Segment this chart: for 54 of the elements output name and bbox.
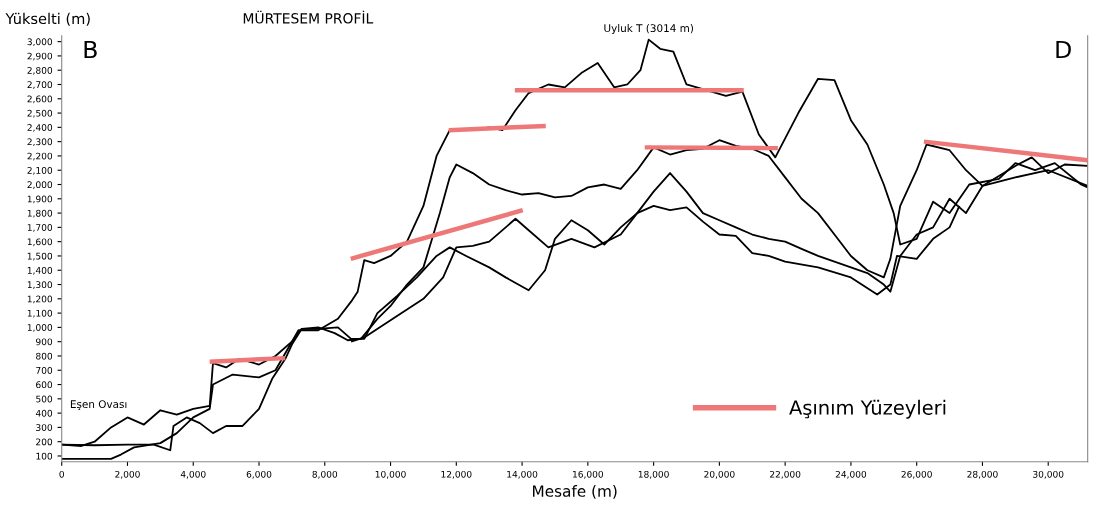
y-axis-title: Yükselti (m): [5, 12, 90, 26]
x-tick-label: 6,000: [246, 470, 272, 479]
y-tick-label: 700: [36, 366, 53, 374]
y-tick-label: 2,400: [27, 124, 53, 132]
y-tick-label: 1,300: [27, 281, 53, 290]
y-tick-label: 1,800: [27, 209, 53, 218]
y-tick-label: 2,100: [27, 166, 53, 175]
x-tick-label: 2,000: [115, 470, 140, 479]
y-tick-label: 900: [36, 338, 53, 346]
y-tick-label: 800: [36, 352, 53, 360]
x-tick-label: 20,000: [704, 470, 735, 479]
x-tick-label: 22,000: [770, 470, 801, 479]
annotation: Uyluk T (3014 m): [604, 23, 693, 35]
annotation: B: [84, 40, 97, 59]
x-tick-label: 12,000: [441, 470, 472, 479]
x-tick-label: 0: [59, 470, 64, 478]
y-tick-label: 600: [36, 381, 53, 389]
x-tick-label: 26,000: [901, 470, 932, 479]
x-tick-label: 30,000: [1033, 470, 1064, 479]
y-tick-label: 1,900: [27, 195, 53, 204]
x-tick-label: 16,000: [573, 470, 604, 479]
y-tick-label: 1,500: [27, 252, 53, 261]
y-tick-label: 1,000: [27, 324, 53, 332]
y-tick-label: 400: [35, 409, 53, 417]
x-tick-label: 14,000: [507, 470, 538, 479]
x-tick-label: 10,000: [375, 470, 406, 479]
y-tick-label: 1,700: [27, 224, 53, 232]
y-tick-label: 1,400: [27, 266, 53, 275]
y-tick-label: 1,200: [27, 295, 53, 304]
x-axis-title: Mesafe (m): [533, 485, 617, 499]
annotation: Eşen Ovası: [70, 400, 127, 410]
y-tick-label: 2,700: [27, 81, 53, 89]
y-tick-label: 200: [36, 438, 53, 446]
y-tick-label: 3,000: [27, 38, 53, 47]
x-tick-label: 8,000: [312, 470, 338, 479]
y-tick-label: 100: [36, 452, 53, 460]
annotation: D: [1056, 40, 1071, 59]
y-tick-label: 1,600: [27, 238, 53, 247]
x-tick-label: 28,000: [967, 470, 998, 479]
y-tick-label: 1,100: [27, 309, 53, 318]
y-tick-label: 500: [36, 395, 53, 403]
x-tick-label: 24,000: [835, 470, 867, 479]
legend-label: Aşınım Yüzeyleri: [789, 399, 946, 419]
y-tick-label: 2,200: [27, 152, 53, 161]
chart-title: MÜRTESEM PROFİL: [243, 10, 374, 24]
y-tick-label: 2,500: [27, 109, 53, 118]
y-tick-label: 2,600: [27, 95, 53, 104]
y-tick-label: 2,900: [27, 52, 53, 61]
x-tick-label: 4,000: [180, 470, 206, 479]
y-tick-label: 300: [36, 424, 53, 431]
y-tick-label: 2,800: [27, 66, 53, 75]
x-tick-label: 18,000: [638, 470, 669, 479]
y-tick-label: 2,000: [27, 181, 53, 189]
y-tick-label: 2,300: [27, 138, 53, 147]
